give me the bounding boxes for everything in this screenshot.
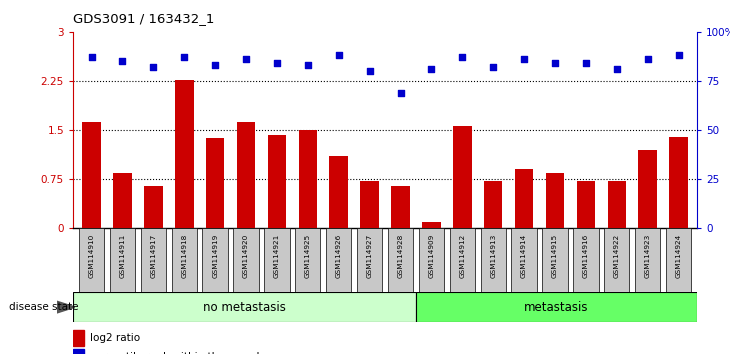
Bar [326, 228, 351, 292]
Text: GSM114909: GSM114909 [429, 233, 434, 278]
Text: GSM114920: GSM114920 [243, 233, 249, 278]
Bar [391, 186, 410, 228]
Text: GSM114910: GSM114910 [88, 233, 95, 278]
Point [271, 61, 283, 66]
Bar [172, 228, 197, 292]
Bar [450, 228, 475, 292]
Point [395, 90, 407, 96]
Text: metastasis: metastasis [524, 301, 589, 314]
Point [488, 64, 499, 70]
Bar [416, 292, 697, 322]
Bar [110, 228, 135, 292]
Bar [639, 150, 657, 228]
Text: GSM114927: GSM114927 [366, 233, 372, 278]
Polygon shape [57, 301, 75, 313]
Bar [357, 228, 383, 292]
Bar [73, 292, 416, 322]
Bar [577, 181, 595, 228]
Bar [295, 228, 320, 292]
Text: GSM114918: GSM114918 [181, 233, 187, 278]
Bar [113, 173, 131, 228]
Bar [234, 228, 258, 292]
Text: GSM114921: GSM114921 [274, 233, 280, 278]
Text: GDS3091 / 163432_1: GDS3091 / 163432_1 [73, 12, 215, 25]
Bar [480, 228, 506, 292]
Text: log2 ratio: log2 ratio [90, 333, 140, 343]
Text: percentile rank within the sample: percentile rank within the sample [90, 352, 266, 354]
Point [178, 55, 190, 60]
Bar [515, 170, 534, 228]
Text: disease state: disease state [9, 302, 79, 312]
Point [333, 53, 345, 58]
Bar [604, 228, 629, 292]
Bar [73, 330, 84, 346]
Point [611, 66, 623, 72]
Text: GSM114922: GSM114922 [614, 233, 620, 278]
Text: GSM114913: GSM114913 [491, 233, 496, 278]
Bar [419, 228, 444, 292]
Text: GSM114923: GSM114923 [645, 233, 650, 278]
Bar [175, 80, 193, 228]
Bar [141, 228, 166, 292]
Text: GSM114911: GSM114911 [120, 233, 126, 278]
Point [364, 68, 375, 74]
Text: GSM114915: GSM114915 [552, 233, 558, 278]
Point [642, 57, 653, 62]
Point [240, 57, 252, 62]
Text: GSM114916: GSM114916 [583, 233, 589, 278]
Bar [388, 228, 413, 292]
Bar [299, 130, 317, 228]
Bar [73, 349, 84, 354]
Point [85, 55, 97, 60]
Point [210, 62, 221, 68]
Bar [361, 181, 379, 228]
Text: GSM114925: GSM114925 [305, 233, 311, 278]
Bar [202, 228, 228, 292]
Point [426, 66, 437, 72]
Bar [666, 228, 691, 292]
Bar [329, 156, 348, 228]
Text: GSM114914: GSM114914 [521, 233, 527, 278]
Bar [453, 126, 472, 228]
Bar [669, 137, 688, 228]
Point [580, 61, 592, 66]
Point [673, 53, 685, 58]
Point [549, 61, 561, 66]
Point [456, 55, 468, 60]
Bar [144, 186, 163, 228]
Bar [264, 228, 290, 292]
Bar [607, 181, 626, 228]
Text: GSM114912: GSM114912 [459, 233, 465, 278]
Bar [82, 122, 101, 228]
Bar [512, 228, 537, 292]
Text: GSM114928: GSM114928 [398, 233, 404, 278]
Text: GSM114926: GSM114926 [336, 233, 342, 278]
Text: GSM114924: GSM114924 [675, 233, 682, 278]
Point [302, 62, 314, 68]
Bar [635, 228, 661, 292]
Bar [542, 228, 568, 292]
Bar [546, 173, 564, 228]
Bar [484, 181, 502, 228]
Bar [422, 222, 441, 228]
Point [518, 57, 530, 62]
Bar [206, 138, 224, 228]
Point [147, 64, 159, 70]
Text: GSM114919: GSM114919 [212, 233, 218, 278]
Bar [79, 228, 104, 292]
Point [117, 58, 128, 64]
Bar [573, 228, 599, 292]
Bar [237, 122, 256, 228]
Text: GSM114917: GSM114917 [150, 233, 156, 278]
Text: no metastasis: no metastasis [203, 301, 286, 314]
Bar [268, 135, 286, 228]
